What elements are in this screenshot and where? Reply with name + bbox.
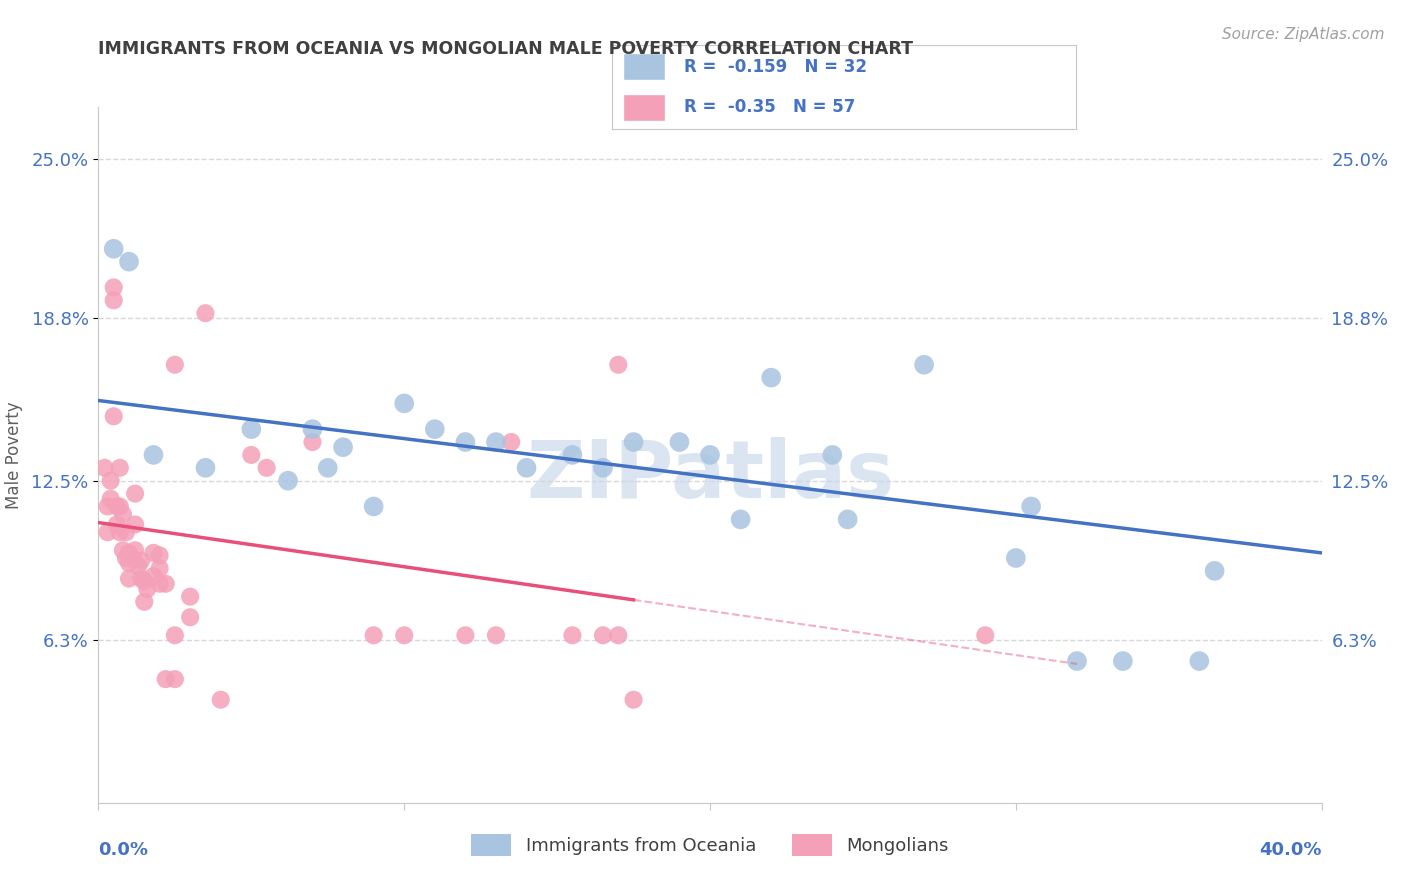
Point bbox=[142, 546, 165, 560]
Point bbox=[363, 628, 385, 642]
Point bbox=[516, 460, 538, 475]
Point bbox=[155, 576, 177, 591]
Point bbox=[127, 558, 149, 573]
Point bbox=[668, 435, 690, 450]
Point bbox=[134, 574, 156, 589]
Point bbox=[837, 512, 859, 526]
Point bbox=[129, 572, 152, 586]
Point bbox=[454, 435, 477, 450]
Point bbox=[240, 448, 263, 462]
Point bbox=[821, 448, 844, 462]
Point bbox=[100, 474, 122, 488]
Point bbox=[100, 491, 122, 506]
Point bbox=[118, 572, 141, 586]
Point bbox=[163, 672, 186, 686]
Point bbox=[561, 628, 583, 642]
Point bbox=[142, 569, 165, 583]
Point bbox=[163, 358, 186, 372]
Point bbox=[115, 551, 138, 566]
Point bbox=[332, 440, 354, 454]
Point bbox=[108, 460, 131, 475]
Point bbox=[115, 525, 138, 540]
FancyBboxPatch shape bbox=[623, 94, 665, 120]
Point bbox=[423, 422, 446, 436]
Point bbox=[142, 448, 165, 462]
Point bbox=[163, 628, 186, 642]
Point bbox=[103, 280, 125, 294]
Point bbox=[93, 460, 115, 475]
Y-axis label: Male Poverty: Male Poverty bbox=[6, 401, 22, 508]
Point bbox=[194, 306, 217, 320]
Point bbox=[108, 500, 131, 514]
Point bbox=[301, 435, 323, 450]
Point bbox=[118, 254, 141, 268]
Text: 0.0%: 0.0% bbox=[98, 841, 149, 859]
Point bbox=[124, 543, 146, 558]
Point bbox=[111, 507, 134, 521]
Point bbox=[118, 546, 141, 560]
Point bbox=[623, 435, 645, 450]
Point bbox=[124, 517, 146, 532]
Point bbox=[316, 460, 339, 475]
Point bbox=[97, 500, 120, 514]
Text: ZIPatlas: ZIPatlas bbox=[526, 437, 894, 515]
Point bbox=[97, 525, 120, 540]
Point bbox=[699, 448, 721, 462]
Point bbox=[105, 500, 128, 514]
Point bbox=[105, 517, 128, 532]
Point bbox=[561, 448, 583, 462]
Point bbox=[240, 422, 263, 436]
Point bbox=[912, 358, 935, 372]
Point bbox=[392, 628, 416, 642]
Point bbox=[149, 549, 172, 563]
Point bbox=[301, 422, 323, 436]
FancyBboxPatch shape bbox=[623, 54, 665, 80]
Point bbox=[454, 628, 477, 642]
Point bbox=[134, 595, 156, 609]
Point bbox=[256, 460, 278, 475]
Point bbox=[194, 460, 217, 475]
Point bbox=[136, 582, 159, 596]
Point bbox=[277, 474, 299, 488]
Point bbox=[1204, 564, 1226, 578]
Point bbox=[592, 460, 614, 475]
Point bbox=[974, 628, 997, 642]
Point bbox=[592, 628, 614, 642]
Point bbox=[485, 628, 508, 642]
Point bbox=[111, 543, 134, 558]
Point bbox=[730, 512, 752, 526]
Point bbox=[485, 435, 508, 450]
Point bbox=[179, 590, 201, 604]
Point bbox=[103, 293, 125, 308]
Legend: Immigrants from Oceania, Mongolians: Immigrants from Oceania, Mongolians bbox=[464, 827, 956, 863]
Text: Source: ZipAtlas.com: Source: ZipAtlas.com bbox=[1222, 27, 1385, 42]
Text: R =  -0.35   N = 57: R = -0.35 N = 57 bbox=[683, 98, 855, 116]
Point bbox=[1066, 654, 1088, 668]
Point bbox=[501, 435, 523, 450]
Point bbox=[129, 553, 152, 567]
Point bbox=[623, 692, 645, 706]
Point bbox=[179, 610, 201, 624]
Text: R =  -0.159   N = 32: R = -0.159 N = 32 bbox=[683, 58, 866, 76]
Point bbox=[108, 525, 131, 540]
Text: 40.0%: 40.0% bbox=[1260, 841, 1322, 859]
Point bbox=[118, 556, 141, 570]
Point bbox=[1004, 551, 1026, 566]
Point bbox=[392, 396, 416, 410]
Point bbox=[149, 576, 172, 591]
Point bbox=[607, 628, 630, 642]
Point bbox=[209, 692, 232, 706]
Point bbox=[155, 672, 177, 686]
Point bbox=[1019, 500, 1042, 514]
Point bbox=[149, 561, 172, 575]
Point bbox=[124, 486, 146, 500]
Point bbox=[759, 370, 782, 384]
Point bbox=[103, 409, 125, 424]
Point bbox=[363, 500, 385, 514]
Point bbox=[1188, 654, 1211, 668]
Point bbox=[103, 242, 125, 256]
Text: IMMIGRANTS FROM OCEANIA VS MONGOLIAN MALE POVERTY CORRELATION CHART: IMMIGRANTS FROM OCEANIA VS MONGOLIAN MAL… bbox=[98, 40, 914, 58]
Point bbox=[1112, 654, 1135, 668]
Point bbox=[607, 358, 630, 372]
